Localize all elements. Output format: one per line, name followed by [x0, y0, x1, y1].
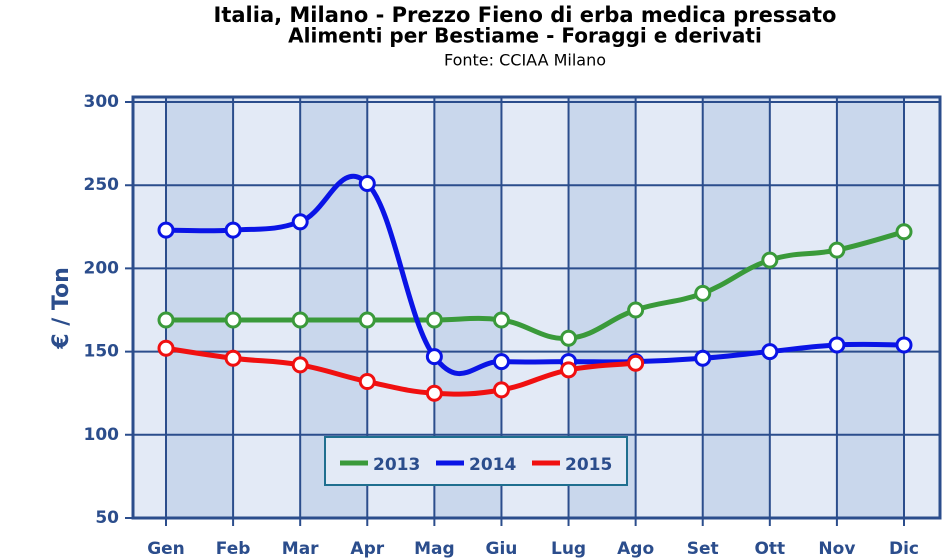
x-tick-label: Set	[687, 539, 719, 559]
data-point	[291, 213, 309, 231]
data-point	[895, 223, 913, 241]
data-point	[895, 336, 913, 354]
y-tick-label: 200	[84, 258, 120, 278]
data-point	[828, 336, 846, 354]
data-point	[828, 241, 846, 259]
data-point	[358, 175, 376, 193]
y-tick-label: 100	[84, 425, 120, 445]
data-point	[425, 384, 443, 402]
legend-label: 2015	[565, 455, 612, 475]
plot-band	[702, 97, 770, 518]
data-point	[761, 251, 779, 269]
legend-label: 2014	[469, 455, 516, 475]
data-point	[694, 349, 712, 367]
data-point	[492, 353, 510, 371]
data-point	[425, 348, 443, 366]
data-point	[157, 311, 175, 329]
data-point	[627, 354, 645, 372]
y-tick-label: 250	[84, 175, 120, 195]
data-point	[224, 311, 242, 329]
x-tick-label: Ago	[617, 539, 654, 559]
chart-title: Italia, Milano - Prezzo Fieno di erba me…	[214, 3, 837, 27]
x-tick-label: Apr	[350, 539, 384, 559]
data-point	[291, 311, 309, 329]
data-point	[560, 329, 578, 347]
data-point	[627, 301, 645, 319]
y-axis-label: € / Ton	[49, 267, 74, 350]
plot-band	[166, 97, 234, 518]
plot-frame	[131, 95, 942, 520]
chart-source: Fonte: CCIAA Milano	[444, 51, 606, 70]
plot-band	[836, 97, 904, 518]
data-point	[694, 284, 712, 302]
data-point	[224, 221, 242, 239]
data-point	[157, 339, 175, 357]
data-point	[291, 356, 309, 374]
x-tick-label: Ott	[754, 539, 785, 559]
x-tick-label: Feb	[216, 539, 251, 559]
data-point	[224, 349, 242, 367]
chart-subtitle: Alimenti per Bestiame - Foraggi e deriva…	[288, 24, 762, 48]
y-tick-label: 300	[84, 92, 120, 112]
data-point	[425, 311, 443, 329]
data-point	[492, 381, 510, 399]
y-tick-label: 50	[95, 508, 119, 528]
data-point	[761, 343, 779, 361]
x-tick-label: Nov	[818, 539, 855, 559]
x-tick-label: Mag	[414, 539, 455, 559]
x-tick-label: Gen	[147, 539, 185, 559]
x-tick-label: Mar	[282, 539, 319, 559]
legend-box	[324, 436, 628, 486]
y-tick-label: 150	[84, 342, 120, 362]
data-point	[560, 361, 578, 379]
data-point	[157, 221, 175, 239]
x-tick-label: Giu	[486, 539, 518, 559]
x-tick-label: Lug	[551, 539, 586, 559]
legend-label: 2013	[373, 455, 420, 475]
data-point	[358, 373, 376, 391]
data-point	[358, 311, 376, 329]
x-tick-label: Dic	[889, 539, 919, 559]
data-point	[492, 311, 510, 329]
